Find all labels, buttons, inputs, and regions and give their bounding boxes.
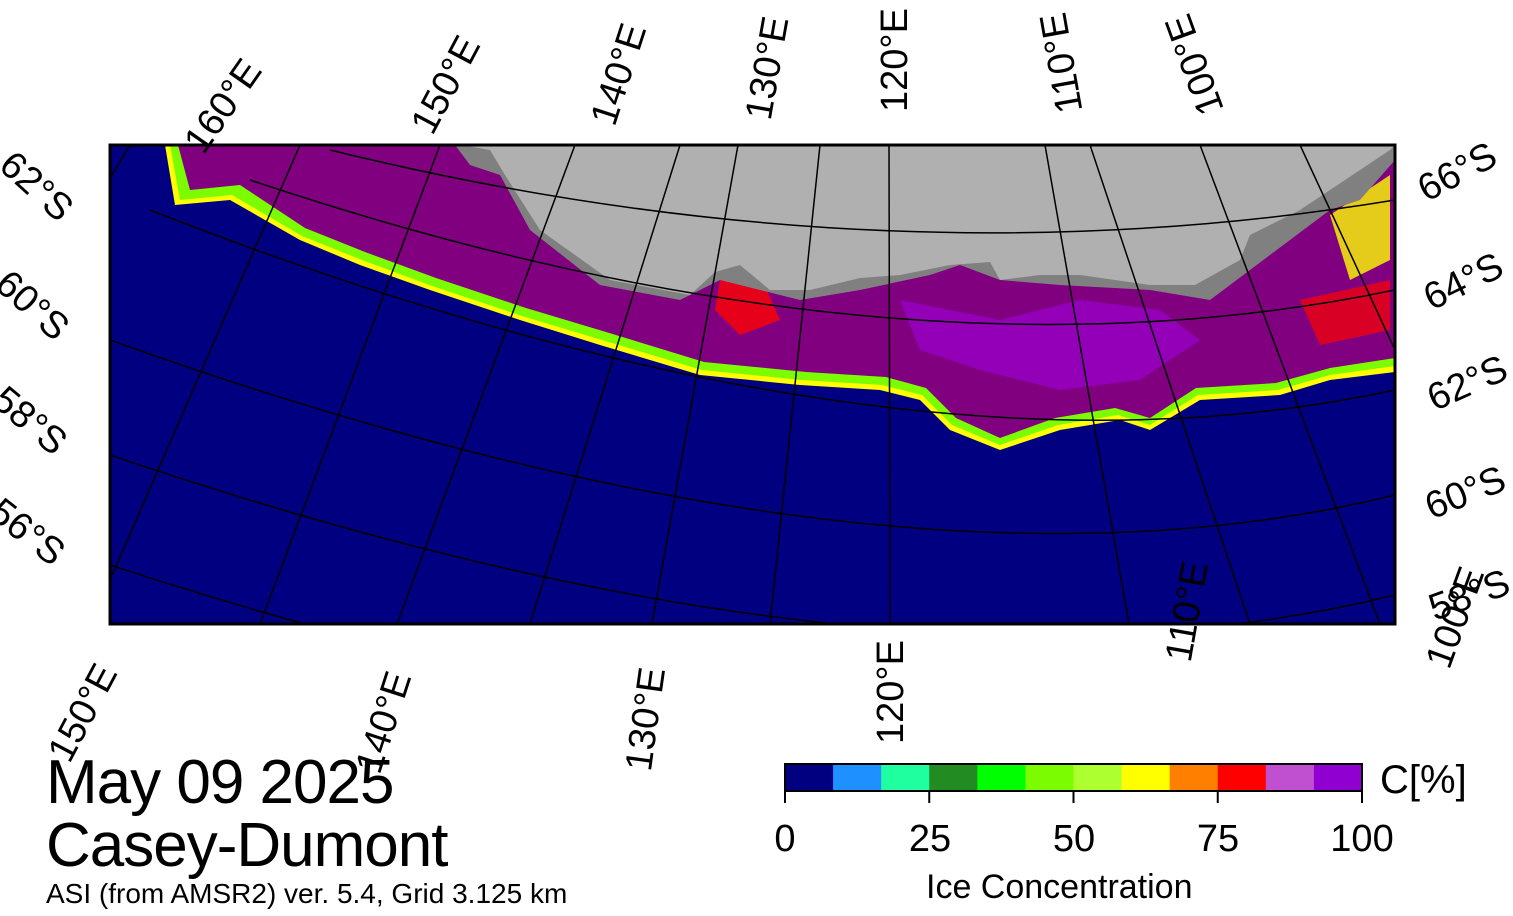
- colorbar-unit: C[%]: [1380, 758, 1467, 802]
- colorbar-swatch: [1313, 764, 1363, 791]
- colorbar-swatch: [785, 764, 834, 791]
- colorbar-tick-label: 0: [774, 818, 796, 860]
- colorbar-swatch: [929, 764, 978, 791]
- colorbar-swatch: [1265, 764, 1315, 791]
- bottom-lon-label: 120°E: [870, 640, 912, 744]
- colorbar-swatch: [1121, 764, 1171, 791]
- colorbar-tick-label: 50: [1052, 818, 1096, 860]
- colorbar-tick-label: 75: [1196, 818, 1240, 860]
- colorbar-title: Ice Concentration: [926, 868, 1193, 906]
- sea-ice-red-2: [1300, 280, 1390, 345]
- colorbar-swatch: [977, 764, 1026, 791]
- antarctica-ice-sheet: [462, 145, 1395, 295]
- colorbar: [784, 763, 1363, 803]
- colorbar-swatch: [881, 764, 930, 791]
- sea-ice-yellow-patch: [1330, 175, 1390, 280]
- date-label: May 09 2025: [46, 748, 394, 817]
- colorbar-tick-label: 25: [908, 818, 952, 860]
- colorbar-swatch: [1169, 764, 1219, 791]
- colorbar-swatch: [1217, 764, 1267, 791]
- colorbar-swatch: [1073, 764, 1123, 791]
- colorbar-tick-label: 100: [1330, 818, 1394, 860]
- longitude-lines: [110, 145, 1395, 624]
- map-frame: [108, 143, 1397, 626]
- region-label: Casey-Dumont: [46, 811, 448, 880]
- top-lon-label: 120°E: [874, 8, 916, 112]
- colorbar-swatch: [1025, 764, 1074, 791]
- colorbar-swatch: [833, 764, 882, 791]
- product-label: ASI (from AMSR2) ver. 5.4, Grid 3.125 km: [46, 878, 568, 909]
